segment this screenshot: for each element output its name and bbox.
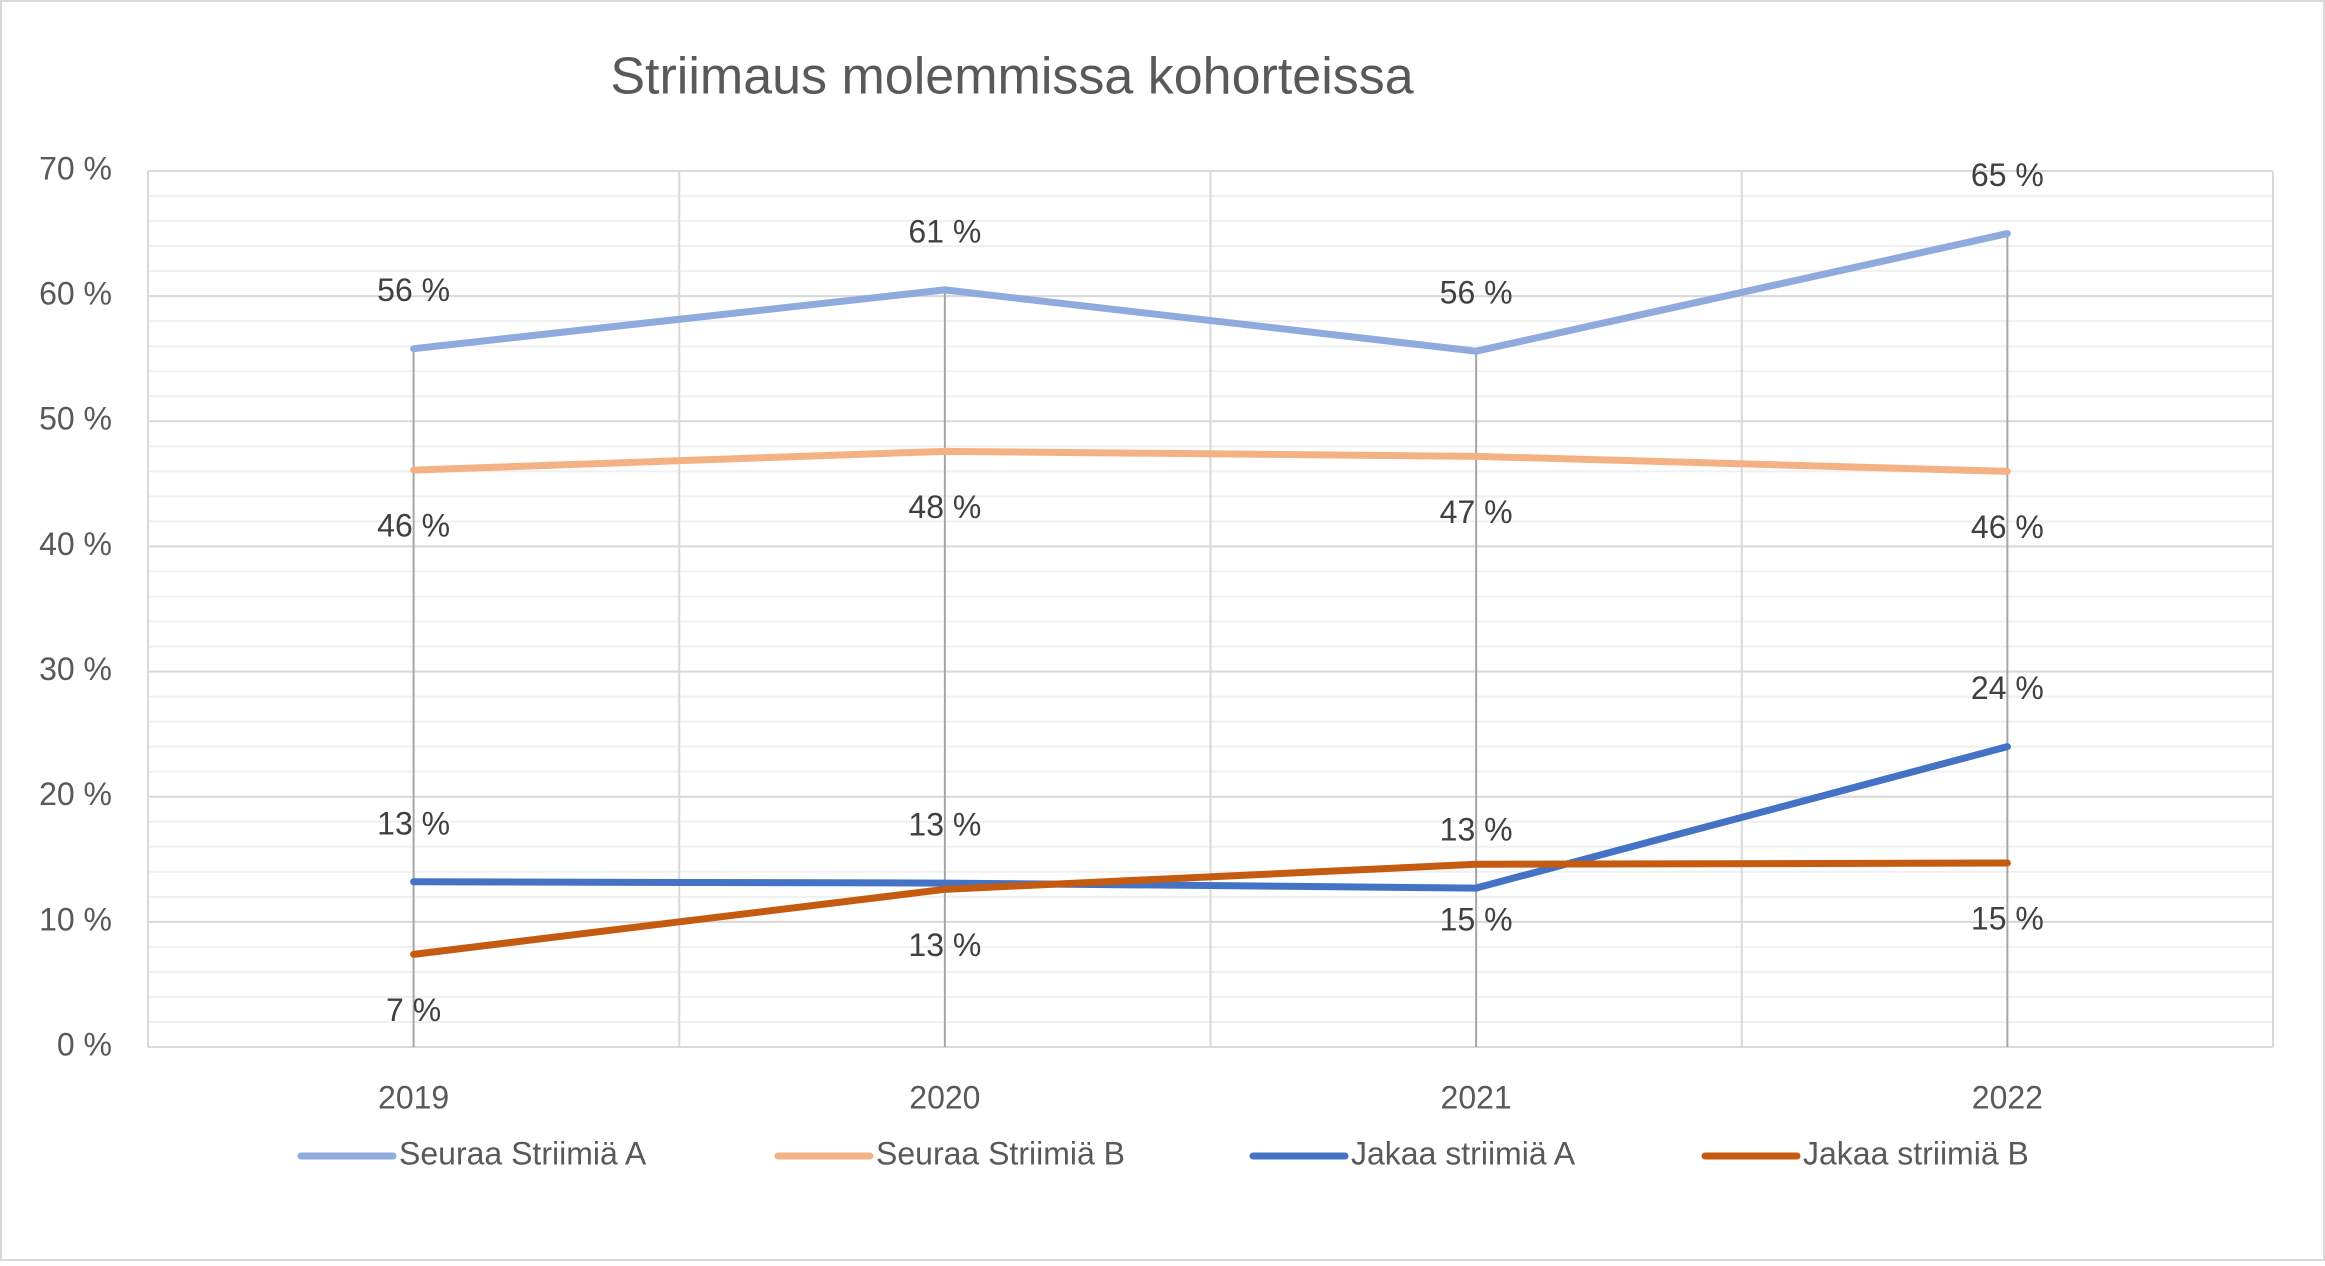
data-label: 56 % [377, 272, 450, 308]
y-tick-label: 70 % [39, 150, 112, 186]
y-tick-label: 60 % [39, 276, 112, 312]
legend-label: Seuraa Striimiä A [399, 1135, 647, 1171]
x-tick-label: 2019 [378, 1079, 449, 1115]
legend-label: Jakaa striimiä B [1803, 1135, 2029, 1171]
y-tick-label: 30 % [39, 651, 112, 687]
data-label: 65 % [1971, 157, 2044, 193]
y-tick-label: 10 % [39, 901, 112, 937]
series-line [410, 447, 2011, 475]
data-label: 7 % [386, 992, 441, 1028]
y-tick-label: 20 % [39, 776, 112, 812]
data-label: 48 % [908, 489, 981, 525]
data-label: 24 % [1971, 670, 2044, 706]
data-label: 13 % [908, 927, 981, 963]
y-tick-label: 0 % [57, 1026, 112, 1062]
data-label: 15 % [1440, 902, 1513, 938]
y-tick-label: 50 % [39, 401, 112, 437]
series-line [410, 743, 2011, 892]
data-label: 46 % [377, 508, 450, 544]
data-label: 61 % [908, 213, 981, 249]
x-tick-label: 2021 [1441, 1079, 1512, 1115]
series-line [410, 230, 2011, 355]
x-tick-label: 2020 [909, 1079, 980, 1115]
data-label: 15 % [1971, 900, 2044, 936]
data-label: 46 % [1971, 509, 2044, 545]
data-label: 13 % [1440, 812, 1513, 848]
data-label: 56 % [1440, 275, 1513, 311]
chart-title: Striimaus molemmissa kohorteissa [610, 48, 1413, 106]
data-label: 13 % [908, 807, 981, 843]
y-tick-label: 40 % [39, 526, 112, 562]
series-line [410, 859, 2011, 958]
legend-label: Seuraa Striimiä B [876, 1135, 1125, 1171]
data-label: 47 % [1440, 494, 1513, 530]
data-label: 13 % [377, 805, 450, 841]
legend-label: Jakaa striimiä A [1351, 1135, 1576, 1171]
x-tick-label: 2022 [1972, 1079, 2043, 1115]
